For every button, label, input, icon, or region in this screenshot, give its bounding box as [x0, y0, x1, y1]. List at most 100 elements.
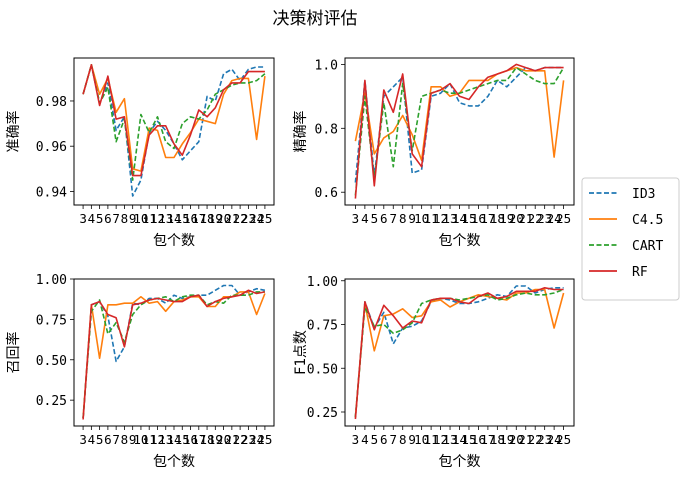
- legend-item-id3: ID3: [589, 187, 655, 202]
- y-axis-label: 精确率: [292, 111, 309, 153]
- x-tick-label: 15: [461, 432, 476, 447]
- x-tick-label: 9: [129, 211, 137, 226]
- x-tick-label: 6: [104, 432, 112, 447]
- x-tick-label: 5: [371, 211, 379, 226]
- x-tick-label: 6: [380, 432, 388, 447]
- x-tick-label: 15: [461, 211, 476, 226]
- x-tick-label: 3: [352, 432, 360, 447]
- series-line-id3: [82, 64, 265, 197]
- x-tick-label: 17: [480, 432, 495, 447]
- x-tick-label: 16: [183, 211, 198, 226]
- x-tick-label: 3: [79, 211, 87, 226]
- legend-label: RF: [632, 265, 648, 280]
- x-tick-label: 11: [142, 211, 157, 226]
- x-tick-label: 7: [112, 432, 120, 447]
- series-line-c45: [82, 64, 266, 172]
- series-line-cart: [82, 291, 265, 418]
- y-tick-label: 0.6: [315, 186, 338, 201]
- x-tick-label: 25: [257, 211, 272, 226]
- x-tick-label: 10: [133, 432, 148, 447]
- x-tick-label: 18: [200, 432, 215, 447]
- x-tick-label: 4: [88, 432, 96, 447]
- x-tick-label: 9: [129, 432, 137, 447]
- x-tick-label: 18: [200, 211, 215, 226]
- x-tick-label: 20: [216, 432, 231, 447]
- x-tick-label: 20: [216, 211, 231, 226]
- x-tick-label: 8: [121, 432, 129, 447]
- x-tick-label: 12: [433, 432, 448, 447]
- x-tick-label: 5: [371, 432, 379, 447]
- charts: 3 4 5 6 7 8 9101112131415161718192021222324250…: [5, 57, 575, 470]
- x-tick-label: 8: [121, 211, 129, 226]
- y-tick-label: 0.98: [36, 95, 67, 110]
- x-tick-label: 17: [191, 211, 206, 226]
- x-tick-label: 25: [556, 211, 571, 226]
- x-tick-label: 9: [408, 432, 416, 447]
- y-tick-label: 0.75: [307, 319, 338, 334]
- y-tick-label: 0.50: [36, 354, 67, 369]
- legend-label: ID3: [632, 187, 655, 202]
- series-line-id3: [82, 284, 266, 418]
- x-tick-label: 12: [433, 211, 448, 226]
- x-tick-label: 14: [452, 432, 467, 447]
- x-tick-label: 7: [389, 211, 397, 226]
- x-tick-label: 15: [175, 432, 190, 447]
- x-tick-label: 12: [150, 432, 165, 447]
- x-tick-label: 21: [518, 432, 533, 447]
- x-tick-label: 14: [166, 211, 181, 226]
- x-tick-label: 19: [208, 432, 223, 447]
- x-tick-label: 3: [352, 211, 360, 226]
- x-tick-label: 25: [257, 432, 272, 447]
- x-tick-label: 24: [547, 211, 562, 226]
- legend-label: CART: [632, 239, 663, 254]
- legend: ID3 C4.5 CART RF: [581, 177, 680, 301]
- series-line-cart: [354, 66, 565, 196]
- y-tick-label: 0.75: [36, 313, 67, 328]
- legend-frame: [581, 177, 680, 301]
- x-tick-label: 16: [471, 211, 486, 226]
- x-tick-label: 7: [389, 432, 397, 447]
- series-line-rf: [82, 64, 265, 177]
- x-tick-label: 12: [150, 211, 165, 226]
- x-tick-label: 10: [133, 211, 148, 226]
- x-tick-label: 25: [556, 432, 571, 447]
- series-line-c45: [82, 291, 266, 418]
- y-tick-label: 1.00: [36, 273, 67, 288]
- series-line-id3: [354, 285, 564, 418]
- x-tick-label: 19: [208, 211, 223, 226]
- x-tick-label: 13: [158, 211, 173, 226]
- x-tick-label: 4: [88, 211, 96, 226]
- y-tick-label: 0.94: [36, 185, 67, 200]
- y-axis-label: F1点数: [293, 330, 309, 375]
- x-tick-label: 5: [96, 211, 104, 226]
- series-line-c45: [354, 66, 565, 162]
- x-tick-label: 5: [96, 432, 104, 447]
- series-line-rf: [354, 63, 564, 199]
- x-axis-label: 包个数: [439, 233, 481, 249]
- x-tick-label: 20: [509, 211, 524, 226]
- x-tick-label: 10: [414, 211, 429, 226]
- y-tick-label: 1.0: [315, 58, 338, 73]
- x-tick-label: 21: [518, 211, 533, 226]
- series-group: [354, 63, 565, 199]
- x-tick-label: 11: [142, 432, 157, 447]
- y-axis-label: 准确率: [5, 111, 22, 153]
- x-tick-label: 24: [249, 432, 264, 447]
- x-tick-label: 22: [233, 211, 248, 226]
- x-tick-label: 23: [537, 211, 552, 226]
- x-tick-label: 13: [443, 432, 458, 447]
- x-tick-label: 17: [480, 211, 495, 226]
- x-tick-label: 4: [361, 211, 369, 226]
- x-tick-label: 23: [537, 432, 552, 447]
- series-group: [354, 285, 565, 420]
- series-line-id3: [354, 66, 564, 183]
- series-line-cart: [354, 288, 564, 418]
- x-tick-label: 21: [224, 432, 239, 447]
- y-tick-label: 0.25: [307, 406, 338, 421]
- legend-item-c45: C4.5: [589, 213, 663, 228]
- x-tick-label: 11: [424, 211, 439, 226]
